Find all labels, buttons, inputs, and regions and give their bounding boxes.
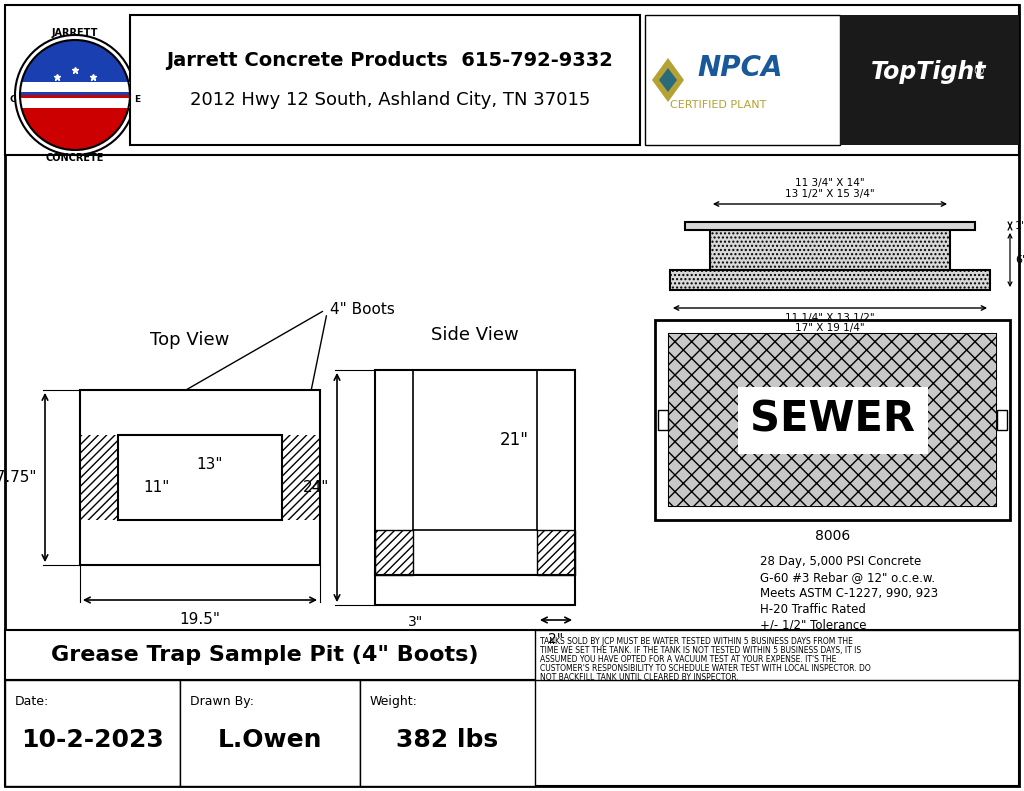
Bar	[670, 270, 990, 290]
Text: TopTight: TopTight	[871, 60, 987, 84]
Bar	[537, 530, 575, 575]
Bar	[180, 680, 360, 786]
Text: 28 Day, 5,000 PSI Concrete: 28 Day, 5,000 PSI Concrete	[760, 555, 922, 568]
Bar	[375, 370, 575, 575]
Text: Top View: Top View	[151, 331, 229, 349]
Text: 17" X 19 1/4": 17" X 19 1/4"	[796, 323, 865, 333]
Text: 17.75": 17.75"	[0, 470, 37, 485]
Polygon shape	[652, 58, 684, 102]
Bar	[80, 435, 118, 520]
Bar	[645, 15, 840, 145]
Text: 3": 3"	[408, 615, 423, 629]
Text: Grease Trap Sample Pit (4" Boots): Grease Trap Sample Pit (4" Boots)	[51, 645, 479, 665]
Text: NOT BACKFILL TANK UNTIL CLEARED BY INSPECTOR.: NOT BACKFILL TANK UNTIL CLEARED BY INSPE…	[540, 673, 738, 682]
Bar	[658, 410, 668, 430]
Text: E: E	[134, 96, 140, 104]
Text: Drawn By:: Drawn By:	[190, 695, 254, 708]
Text: NPCA: NPCA	[697, 54, 782, 82]
Text: 382 lbs: 382 lbs	[396, 728, 498, 752]
Text: 21": 21"	[500, 431, 529, 449]
Text: 11 3/4" X 14": 11 3/4" X 14"	[796, 178, 865, 188]
Bar	[20, 98, 130, 108]
Bar	[710, 230, 950, 270]
Bar	[670, 270, 990, 290]
Text: CUSTOMER'S RESPONSIBILITY TO SCHEDULE WATER TEST WITH LOCAL INSPECTOR. DO: CUSTOMER'S RESPONSIBILITY TO SCHEDULE WA…	[540, 664, 870, 673]
Bar	[118, 435, 282, 520]
Text: Jarrett Concrete Products  615-792-9332: Jarrett Concrete Products 615-792-9332	[167, 51, 613, 70]
Text: CERTIFIED PLANT: CERTIFIED PLANT	[670, 100, 766, 110]
Bar	[5, 630, 1019, 680]
Text: 13": 13"	[197, 457, 223, 472]
Bar	[375, 530, 413, 575]
Wedge shape	[20, 95, 130, 150]
Text: 2": 2"	[549, 632, 563, 646]
Bar	[710, 230, 950, 270]
Bar	[5, 680, 1019, 786]
Text: ®: ®	[972, 66, 984, 78]
Text: 11 1/4" X 13 1/2": 11 1/4" X 13 1/2"	[785, 313, 874, 323]
Text: 13 1/2" X 15 3/4": 13 1/2" X 15 3/4"	[785, 189, 874, 199]
Wedge shape	[20, 40, 130, 95]
Text: Weight:: Weight:	[370, 695, 418, 708]
Text: Date:: Date:	[15, 695, 49, 708]
Bar	[535, 630, 1019, 680]
Text: H-20 Traffic Rated: H-20 Traffic Rated	[760, 603, 866, 616]
Text: 4" Boots: 4" Boots	[330, 302, 395, 317]
Text: +/- 1/2" Tolerance: +/- 1/2" Tolerance	[760, 619, 866, 632]
Bar	[80, 390, 319, 565]
Bar	[5, 680, 180, 786]
Text: Side View: Side View	[431, 326, 519, 344]
Bar	[685, 222, 975, 230]
Text: C: C	[9, 96, 16, 104]
Text: 10-2-2023: 10-2-2023	[20, 728, 164, 752]
Text: 2012 Hwy 12 South, Ashland City, TN 37015: 2012 Hwy 12 South, Ashland City, TN 3701…	[189, 91, 590, 109]
Bar	[669, 334, 996, 506]
Text: 8006: 8006	[815, 529, 850, 543]
Bar	[655, 320, 1010, 520]
Text: JARRETT: JARRETT	[52, 28, 98, 38]
Bar	[20, 82, 130, 92]
Text: 19.5": 19.5"	[179, 612, 220, 627]
Text: SEWER: SEWER	[750, 399, 915, 441]
Bar	[282, 435, 319, 520]
Text: G-60 #3 Rebar @ 12" o.c.e.w.: G-60 #3 Rebar @ 12" o.c.e.w.	[760, 571, 935, 584]
Bar	[997, 410, 1007, 430]
Bar	[5, 5, 1019, 155]
Text: ASSUMED YOU HAVE OPTED FOR A VACUUM TEST AT YOUR EXPENSE. IT'S THE: ASSUMED YOU HAVE OPTED FOR A VACUUM TEST…	[540, 655, 837, 664]
Text: 24": 24"	[303, 480, 329, 495]
Polygon shape	[659, 68, 677, 92]
Bar	[840, 15, 1019, 145]
Circle shape	[15, 35, 135, 155]
Text: 1": 1"	[1015, 221, 1024, 231]
Text: CONCRETE: CONCRETE	[46, 153, 104, 163]
Bar	[130, 15, 640, 145]
Bar	[375, 575, 575, 605]
Bar	[360, 680, 535, 786]
Text: 11": 11"	[143, 480, 169, 495]
Text: Meets ASTM C-1227, 990, 923: Meets ASTM C-1227, 990, 923	[760, 587, 938, 600]
Text: TIME WE SET THE TANK. IF THE TANK IS NOT TESTED WITHIN 5 BUSINESS DAYS, IT IS: TIME WE SET THE TANK. IF THE TANK IS NOT…	[540, 646, 861, 655]
Text: L.Owen: L.Owen	[218, 728, 323, 752]
Text: TANKS SOLD BY JCP MUST BE WATER TESTED WITHIN 5 BUSINESS DAYS FROM THE: TANKS SOLD BY JCP MUST BE WATER TESTED W…	[540, 637, 853, 646]
Bar	[669, 334, 996, 506]
Text: 6": 6"	[1015, 255, 1024, 265]
